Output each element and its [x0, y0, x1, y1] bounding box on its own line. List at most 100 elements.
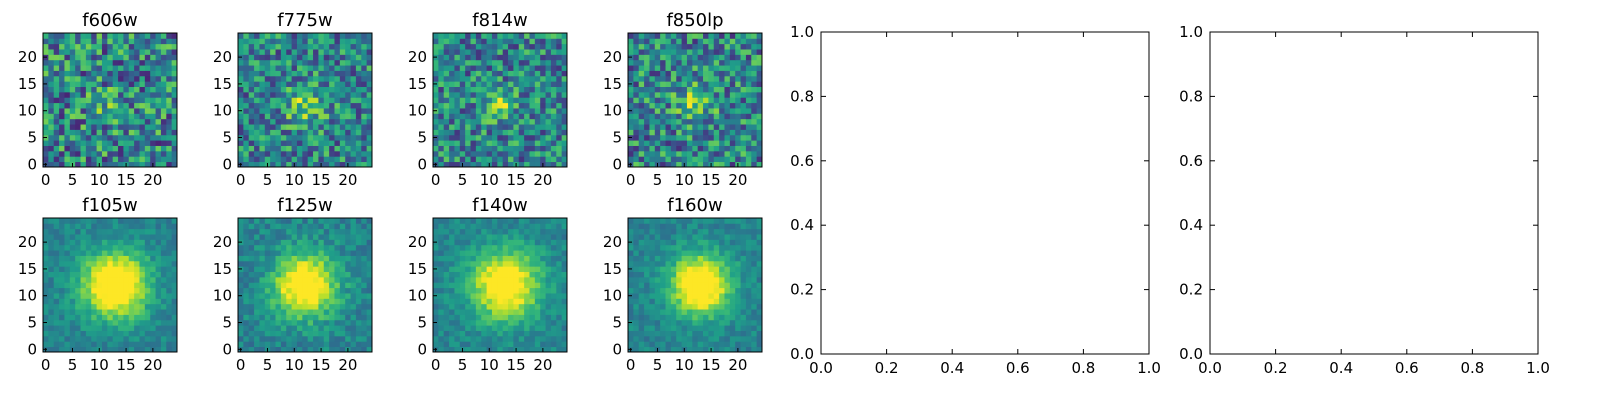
pixel-cell: [155, 239, 162, 246]
pixel-cell: [449, 223, 455, 230]
pixel-cell: [123, 118, 130, 125]
pixel-cell: [556, 59, 563, 66]
pixel-cell: [334, 118, 341, 125]
pixel-cell: [48, 319, 55, 326]
pixel-cell: [160, 218, 167, 224]
pixel-cell: [254, 81, 260, 87]
pixel-cell: [85, 65, 92, 71]
pixel-cell: [150, 49, 156, 55]
pixel-cell: [550, 156, 557, 163]
pixel-cell: [497, 330, 504, 337]
pixel-cell: [713, 266, 720, 272]
pixel-cell: [43, 70, 49, 77]
pixel-cell: [633, 75, 640, 82]
pixel-cell: [307, 102, 314, 109]
pixel-cell: [270, 156, 276, 163]
pixel-cell: [259, 234, 266, 240]
pixel-cell: [686, 118, 693, 125]
pixel-cell: [724, 325, 731, 331]
pixel-cell: [80, 319, 87, 326]
pixel-cell: [502, 65, 509, 71]
pixel-cell: [134, 335, 140, 342]
pixel-cell: [670, 145, 677, 152]
pixel-cell: [101, 91, 108, 98]
pixel-cell: [112, 287, 119, 294]
pixel-cell: [248, 54, 255, 61]
pixel-cell: [454, 108, 461, 114]
pixel-cell: [459, 140, 466, 146]
pixel-cell: [518, 341, 525, 348]
pixel-cell: [155, 49, 162, 55]
pixel-cell: [59, 59, 65, 66]
pixel-cell: [475, 161, 482, 168]
pixel-cell: [270, 145, 276, 152]
pixel-cell: [80, 303, 87, 310]
pixel-cell: [735, 70, 741, 77]
pixel-cell: [534, 102, 541, 109]
pixel-cell: [443, 335, 450, 342]
pixel-cell: [433, 70, 439, 77]
pixel-cell: [43, 113, 49, 120]
pixel-cell: [112, 108, 119, 114]
pixel-cell: [318, 330, 325, 337]
pixel-cell: [713, 314, 720, 321]
pixel-cell: [280, 140, 287, 146]
pixel-cell: [540, 59, 546, 66]
pixel-cell: [254, 309, 260, 315]
pixel-cell: [296, 97, 303, 104]
pixel-cell: [123, 38, 130, 45]
pixel-cell: [123, 156, 130, 163]
pixel-cell: [323, 250, 330, 256]
pixel-cell: [155, 319, 162, 326]
pixel-cell: [703, 113, 709, 120]
pixel-cell: [502, 145, 509, 152]
pixel-cell: [550, 271, 557, 278]
pixel-cell: [665, 303, 672, 310]
pixel-cell: [243, 260, 250, 267]
pixel-cell: [449, 234, 455, 240]
pixel-cell: [633, 91, 640, 98]
pixel-cell: [43, 287, 49, 294]
pixel-cell: [59, 54, 65, 61]
pixel-cell: [745, 314, 752, 321]
pixel-cell: [171, 223, 178, 230]
pixel-cell: [745, 341, 752, 348]
pixel-cell: [529, 86, 536, 93]
pixel-cell: [286, 124, 292, 130]
pixel-cell: [101, 223, 108, 230]
pixel-cell: [561, 59, 568, 66]
pixel-cell: [144, 43, 151, 50]
pixel-cell: [171, 341, 178, 348]
pixel-cell: [470, 325, 477, 331]
pixel-cell: [491, 303, 498, 310]
pixel-cell: [123, 335, 130, 342]
pixel-cell: [96, 118, 103, 125]
pixel-cell: [275, 319, 282, 326]
pixel-cell: [280, 70, 287, 77]
pixel-cell: [681, 33, 688, 39]
pixel-cell: [633, 140, 640, 146]
pixel-cell: [85, 129, 92, 136]
pixel-cell: [118, 91, 124, 98]
pixel-cell: [633, 129, 640, 136]
pixel-cell: [660, 86, 666, 93]
pixel-cell: [491, 156, 498, 163]
pixel-cell: [59, 65, 65, 71]
pixel-cell: [69, 150, 76, 157]
pixel-cell: [756, 325, 763, 331]
pixel-cell: [719, 276, 725, 283]
pixel-cell: [307, 218, 314, 224]
pixel-cell: [443, 218, 450, 224]
pixel-cell: [313, 65, 319, 71]
pixel-cell: [259, 276, 266, 283]
pixel-cell: [724, 303, 731, 310]
y-tick-label: 10: [18, 102, 37, 120]
pixel-cell: [243, 234, 250, 240]
pixel-cell: [64, 86, 71, 93]
pixel-cell: [534, 260, 541, 267]
pixel-cell: [366, 293, 373, 299]
pixel-cell: [134, 81, 140, 87]
pixel-cell: [497, 161, 504, 168]
pixel-cell: [291, 118, 298, 125]
pixel-cell: [302, 59, 309, 66]
